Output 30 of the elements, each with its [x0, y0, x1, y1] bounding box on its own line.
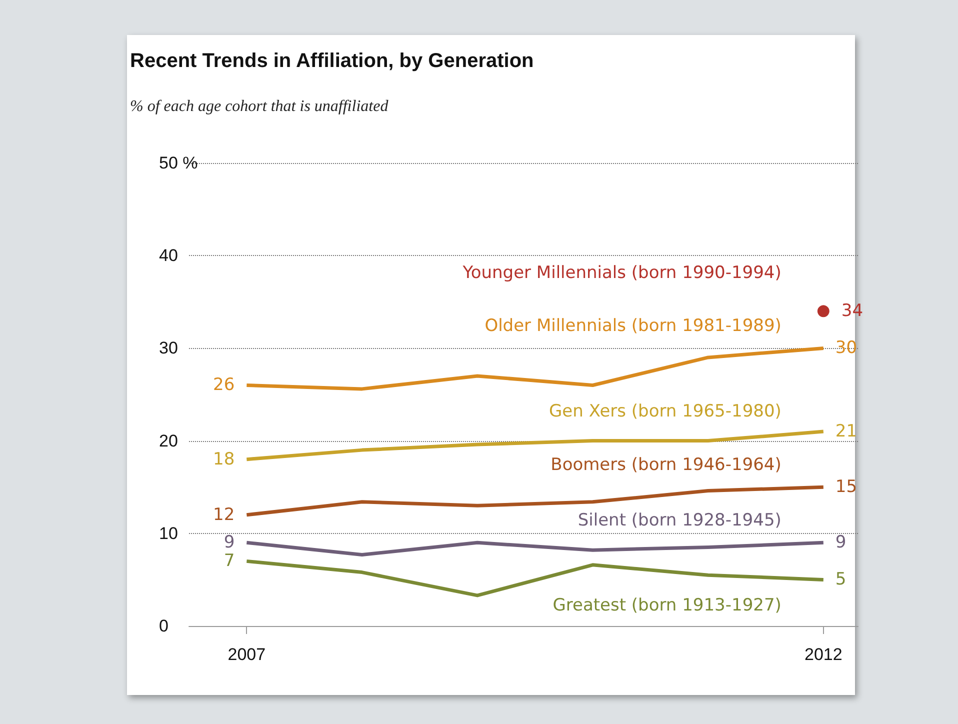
- data-label: 15: [835, 477, 858, 498]
- y-tick-label: 40: [159, 246, 178, 266]
- chart-title: Recent Trends in Affiliation, by Generation: [130, 50, 534, 73]
- chart-subtitle: % of each age cohort that is unaffiliated: [130, 98, 388, 116]
- line-series: [244, 540, 826, 556]
- series-label: Greatest (born 1913-1927): [552, 596, 782, 616]
- x-tick-label: 2007: [228, 645, 266, 664]
- data-label: 26: [213, 375, 235, 396]
- line-series: [244, 346, 826, 391]
- line-series: [244, 559, 826, 598]
- data-label: 9: [835, 532, 846, 553]
- data-label: 34: [841, 301, 864, 322]
- x-tick-label: 2012: [804, 645, 842, 664]
- series-label: Silent (born 1928-1945): [578, 510, 782, 531]
- series-label: Gen Xers (born 1965-1980): [549, 402, 782, 422]
- data-label: 7: [224, 551, 235, 572]
- data-label: 21: [835, 422, 858, 442]
- series-label: Boomers (born 1946-1964): [550, 455, 782, 476]
- data-label: 30: [835, 338, 858, 358]
- data-label: 9: [224, 532, 235, 553]
- data-label: 12: [213, 504, 235, 525]
- y-tick-label: 50 %: [159, 154, 198, 172]
- text: Younger Millennials (born 1990-1994): [462, 263, 782, 284]
- y-tick-label: 10: [159, 524, 178, 543]
- y-tick-label: 20: [159, 431, 178, 450]
- data-label: 18: [213, 449, 235, 470]
- y-tick-label: 0: [159, 616, 168, 636]
- y-tick-label: 30: [159, 338, 178, 358]
- series-label: Older Millennials (born 1981-1989): [484, 316, 782, 336]
- data-label: 5: [835, 570, 846, 590]
